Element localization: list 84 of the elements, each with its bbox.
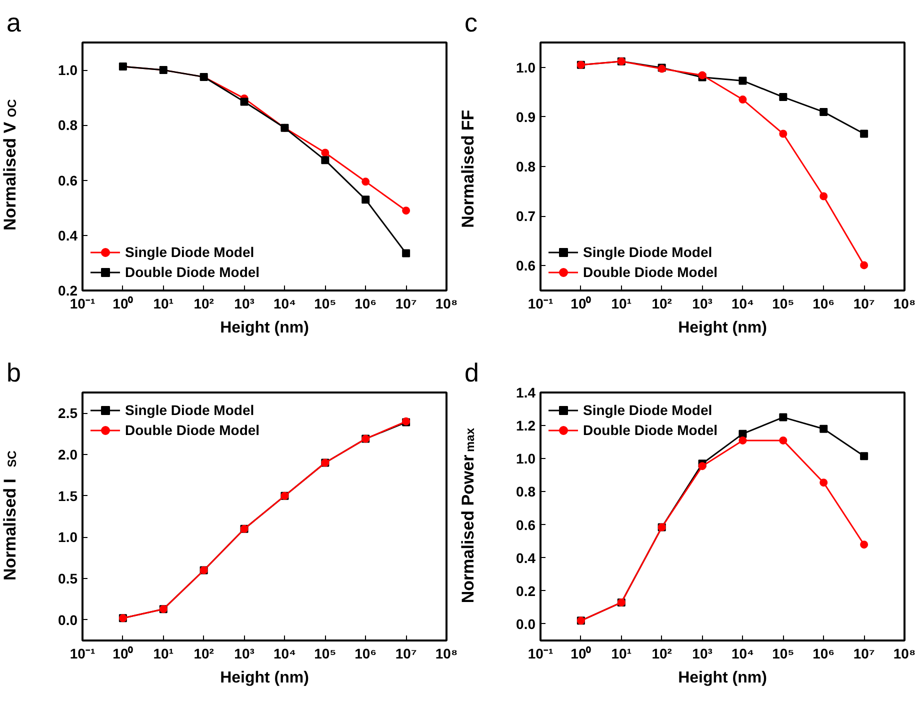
y-tick-label: 1.0 [516,450,536,467]
legend-label: Single Diode Model [583,244,712,260]
x-tick-label: 10⁰ [570,296,592,312]
y-tick-label: 0.0 [516,616,536,632]
y-tick-label: 0.8 [58,117,78,134]
legend-label: Single Diode Model [583,402,712,418]
y-axis-title: Normalised ISC [0,450,20,581]
x-tick-label: 10⁵ [314,296,336,312]
x-tick-label: 10² [194,296,214,312]
x-tick-label: 10² [652,646,672,662]
x-tick-label: 10⁶ [812,646,835,662]
legend-label: Double Diode Model [583,264,718,280]
x-tick-label: 10³ [234,646,255,662]
y-axis-title: Normalised VOC [0,98,20,231]
x-tick-label: 10⁸ [893,646,916,662]
x-tick-label: 10⁷ [853,646,875,662]
x-tick-label: 10² [652,296,672,312]
x-tick-label: 10⁻¹ [528,296,554,312]
y-tick-label: 0.5 [58,570,78,586]
x-tick-label: 10⁰ [570,646,592,662]
y-tick-label: 1.5 [58,488,78,504]
x-tick-label: 10⁶ [812,296,835,312]
y-tick-label: 1.0 [58,62,78,78]
x-tick-label: 10⁴ [273,296,296,312]
x-tick-label: 10⁴ [273,646,296,662]
y-tick-label: 0.6 [516,258,536,274]
x-axis-title: Height (nm) [220,320,309,336]
y-tick-label: 0.0 [58,612,78,628]
x-axis-title: Height (nm) [678,320,767,336]
x-tick-label: 10¹ [611,296,632,312]
y-tick-label: 1.0 [516,59,536,76]
x-tick-label: 10⁵ [772,296,794,312]
x-tick-label: 10¹ [153,646,174,662]
x-tick-label: 10⁻¹ [70,646,96,662]
x-tick-label: 10⁶ [354,296,377,312]
chart-title: d [464,358,479,388]
y-tick-label: 0.8 [516,158,536,174]
y-tick-label: 0.2 [516,582,536,599]
chart-title: a [6,8,22,38]
x-tick-label: 10⁵ [772,646,794,662]
x-tick-label: 10¹ [611,646,632,662]
chart-title: b [6,358,21,388]
x-axis-title: Height (nm) [678,670,767,686]
x-tick-label: 10⁷ [853,296,875,312]
y-tick-label: 1.2 [516,418,536,434]
legend-label: Double Diode Model [125,264,260,280]
x-axis-title: Height (nm) [220,670,309,686]
chart-title: c [464,8,478,38]
y-tick-label: 0.8 [516,484,536,500]
x-tick-label: 10⁸ [435,296,458,312]
y-tick-label: 0.6 [58,172,78,188]
legend-label: Double Diode Model [583,422,718,438]
x-tick-label: 10⁷ [395,296,417,312]
x-tick-label: 10⁵ [314,646,336,662]
y-tick-label: 2.5 [58,405,78,422]
y-tick-label: 0.7 [516,208,536,224]
x-tick-label: 10⁷ [395,646,417,662]
y-tick-label: 1.0 [58,529,78,546]
y-tick-label: 1.4 [516,384,536,400]
x-tick-label: 10³ [692,646,713,662]
y-tick-label: 0.4 [58,227,78,244]
y-axis-title: Normalised Powermax [458,428,478,604]
y-tick-label: 0.6 [516,516,536,533]
x-tick-label: 10¹ [153,296,174,312]
x-tick-label: 10² [194,646,214,662]
x-tick-label: 10⁴ [731,646,754,662]
x-tick-label: 10⁰ [112,646,134,662]
x-tick-label: 10⁻¹ [70,296,96,312]
x-tick-label: 10⁸ [435,646,458,662]
y-tick-label: 2.0 [58,446,78,462]
y-tick-label: 0.2 [58,282,78,298]
x-tick-label: 10⁸ [893,296,916,312]
x-tick-label: 10⁻¹ [528,646,554,662]
x-tick-label: 10³ [234,296,255,312]
legend-label: Double Diode Model [125,422,260,438]
legend-label: Single Diode Model [125,244,254,260]
x-tick-label: 10⁴ [731,296,754,312]
x-tick-label: 10⁰ [112,296,134,312]
x-tick-label: 10⁶ [354,646,377,662]
x-tick-label: 10³ [692,296,713,312]
legend-label: Single Diode Model [125,402,254,418]
y-tick-label: 0.9 [516,108,536,125]
y-tick-label: 0.4 [516,550,536,566]
y-axis-title: Normalised FF [458,110,478,228]
